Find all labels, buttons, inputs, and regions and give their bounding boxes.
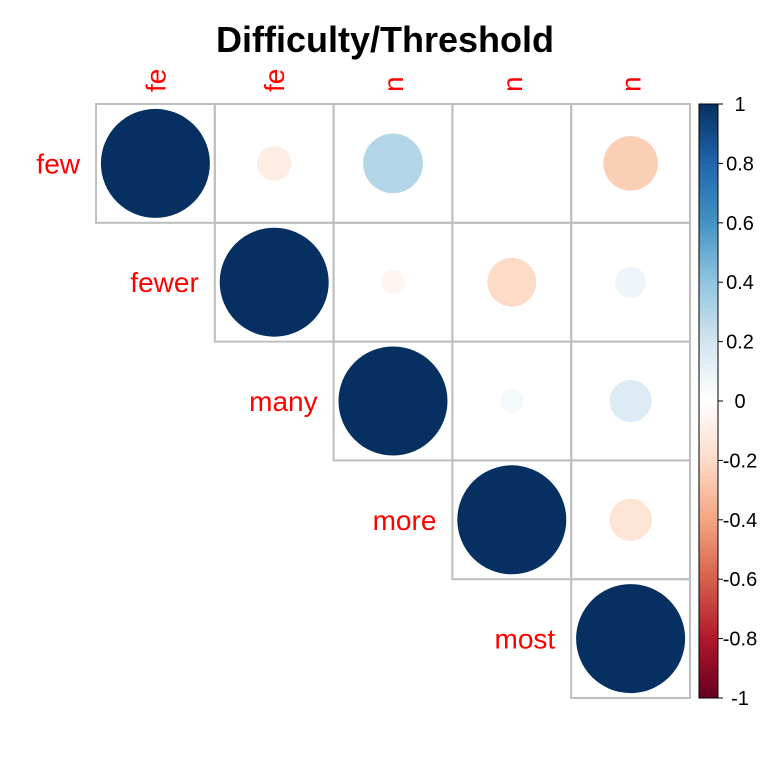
- cell-border: [451, 103, 573, 224]
- colorbar-tick-label: 0.4: [726, 272, 754, 294]
- correlation-circle: [338, 346, 448, 456]
- correlation-circle: [615, 266, 647, 298]
- column-label: fe: [140, 69, 171, 92]
- correlation-circle: [609, 379, 652, 423]
- cell-border: [570, 578, 692, 700]
- row-label: fewer: [130, 267, 198, 298]
- colorbar-tick-label: 0.8: [726, 153, 754, 175]
- column-label: n: [497, 76, 528, 92]
- colorbar-tick-label: -0.8: [723, 629, 757, 651]
- colorbar-tick-label: -0.2: [723, 450, 757, 472]
- row-label: few: [36, 148, 80, 179]
- colorbar-tick-label: -0.4: [723, 510, 757, 532]
- colorbar-tick-label: 1: [734, 94, 745, 116]
- correlation-circle: [457, 465, 567, 575]
- row-labels: few fewer many more most: [36, 148, 555, 654]
- colorbar-gradient: [698, 103, 719, 699]
- row-label: many: [249, 386, 317, 417]
- colorbar-tick-label: -1: [731, 688, 749, 710]
- column-label: n: [616, 76, 647, 92]
- row-label: most: [495, 624, 556, 655]
- matrix-cells: [95, 103, 692, 700]
- colorbar: 1 0.8 0.6 0.4 0.2 0 -0.2 -0.4 -0.6 -0.8 -1: [698, 94, 757, 710]
- correlation-circle: [487, 257, 537, 307]
- colorbar-tick-label: 0.6: [726, 213, 754, 235]
- correlation-circle: [256, 146, 292, 181]
- column-label: fe: [259, 69, 290, 92]
- correlation-circle: [380, 270, 406, 295]
- correlation-circle: [219, 227, 329, 337]
- column-label: n: [378, 76, 409, 92]
- correlation-circle: [363, 133, 423, 194]
- correlation-circle: [499, 388, 524, 414]
- colorbar-tick-label: 0: [734, 391, 745, 413]
- column-labels: fe fe n n n: [140, 69, 646, 92]
- correlation-circle: [609, 498, 652, 541]
- correlation-circle: [603, 136, 658, 191]
- colorbar-tick-label: 0.2: [726, 332, 754, 354]
- correlation-circle: [100, 108, 210, 218]
- correlation-circle: [576, 584, 686, 694]
- row-label: more: [373, 505, 437, 536]
- chart-title: Difficulty/Threshold: [216, 19, 554, 60]
- colorbar-tick-label: -0.6: [723, 569, 757, 591]
